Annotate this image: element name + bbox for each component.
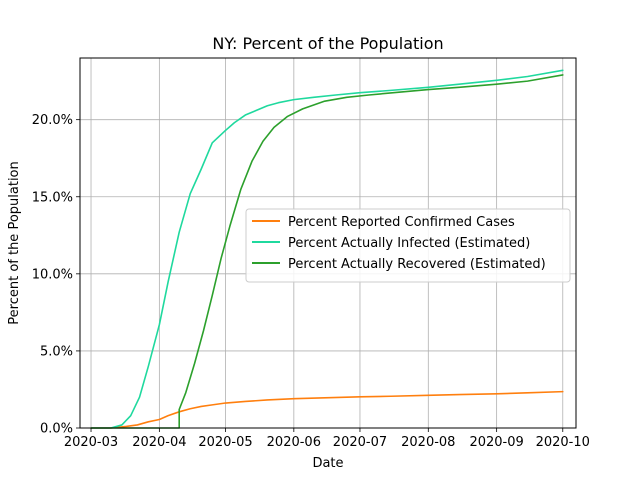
series-line-percent-actually-recovered-estimated bbox=[90, 74, 564, 429]
x-axis: 2020-03 2020-04 2020-05 2020-06 2020-07 2020-… bbox=[64, 428, 590, 450]
y-tick-label: 10.0% bbox=[32, 267, 73, 282]
legend-label: Percent Actually Infected (Estimated) bbox=[288, 236, 530, 251]
x-tick-label: 2020-10 bbox=[536, 435, 590, 450]
series-line-percent-actually-infected-estimated bbox=[90, 69, 564, 429]
x-tick-label: 2020-03 bbox=[64, 435, 118, 450]
y-tick-label: 5.0% bbox=[40, 344, 73, 359]
legend-label: Percent Reported Confirmed Cases bbox=[288, 215, 515, 230]
y-tick-label: 0.0% bbox=[40, 422, 73, 437]
x-tick-label: 2020-06 bbox=[267, 435, 321, 450]
legend-item: Percent Actually Infected (Estimated) bbox=[252, 236, 530, 251]
y-axis-title: Percent of the Population bbox=[7, 161, 22, 324]
y-tick-label: 15.0% bbox=[32, 190, 73, 205]
plot-frame bbox=[79, 57, 577, 429]
x-tick-label: 2020-09 bbox=[469, 435, 523, 450]
y-tick-label: 20.0% bbox=[32, 113, 73, 128]
legend-item: Percent Reported Confirmed Cases bbox=[252, 215, 515, 230]
legend-label: Percent Actually Recovered (Estimated) bbox=[288, 257, 546, 272]
series-layer bbox=[90, 69, 564, 429]
y-axis: 0.0% 5.0% 10.0% 15.0% 20.0% bbox=[32, 113, 80, 437]
legend-box bbox=[245, 208, 571, 283]
x-tick-label: 2020-08 bbox=[401, 435, 455, 450]
chart-title: NY: Percent of the Population bbox=[212, 34, 443, 53]
x-axis-title: Date bbox=[312, 456, 343, 471]
legend-item: Percent Actually Recovered (Estimated) bbox=[252, 257, 546, 272]
legend: Percent Reported Confirmed Cases Percent … bbox=[245, 208, 571, 283]
x-tick-label: 2020-05 bbox=[198, 435, 252, 450]
x-tick-label: 2020-07 bbox=[333, 435, 387, 450]
x-tick-label: 2020-04 bbox=[132, 435, 186, 450]
series-line-percent-reported-confirmed-cases bbox=[90, 390, 564, 429]
